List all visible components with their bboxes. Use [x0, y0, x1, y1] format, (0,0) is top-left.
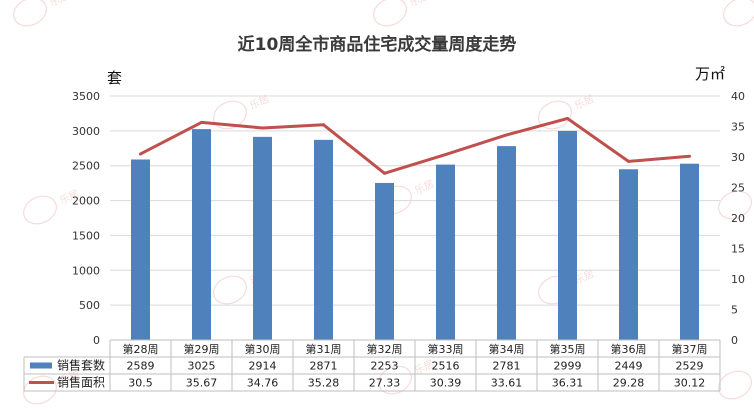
watermark-logo: 乐居	[718, 183, 754, 220]
data-label: 30.5	[128, 377, 153, 390]
category-label: 第36周	[611, 342, 647, 356]
line-point	[505, 133, 508, 137]
left-axis-tick-label: 3500	[72, 90, 100, 103]
data-label: 2781	[493, 360, 521, 373]
watermark-logo: 乐居	[373, 0, 431, 27]
data-label: 35.67	[186, 377, 218, 390]
watermark-logo: 乐居	[378, 358, 436, 395]
bar	[680, 163, 699, 340]
legend-swatch-bar	[30, 362, 52, 369]
category-label: 第30周	[245, 342, 281, 356]
data-label: 2253	[371, 360, 399, 373]
chart-title: 近10周全市商品住宅成交量周度走势	[237, 35, 517, 55]
category-label: 第37周	[672, 342, 708, 356]
data-label: 27.33	[369, 377, 401, 390]
data-label: 2449	[615, 360, 643, 373]
left-axis-unit: 套	[107, 69, 123, 87]
data-label: 2871	[310, 360, 338, 373]
data-label: 35.28	[308, 377, 340, 390]
category-label: 第34周	[489, 342, 525, 356]
right-axis-unit: 万㎡	[695, 65, 726, 83]
bar	[619, 169, 638, 340]
right-axis-tick-label: 0	[731, 334, 738, 347]
right-axis-tick-label: 25	[731, 182, 745, 195]
line-point	[627, 159, 630, 163]
data-label: 3025	[188, 360, 216, 373]
line-point	[200, 120, 203, 124]
category-label: 第29周	[184, 342, 220, 356]
left-axis-tick-label: 1500	[72, 229, 100, 242]
right-axis-tick-label: 20	[731, 212, 745, 225]
left-axis-tick-label: 3000	[72, 125, 100, 138]
data-label: 29.28	[613, 377, 645, 390]
category-label: 第33周	[428, 342, 464, 356]
data-label: 2516	[432, 360, 460, 373]
category-label: 第32周	[367, 342, 403, 356]
legend-label: 销售套数	[57, 358, 105, 373]
bar	[436, 164, 455, 340]
data-label: 36.31	[552, 377, 584, 390]
bar	[314, 139, 333, 340]
watermark-logo: 乐居	[13, 0, 71, 27]
line-point	[322, 123, 325, 127]
data-label: 30.39	[430, 377, 462, 390]
svg-text:乐居: 乐居	[753, 363, 754, 382]
bar	[375, 182, 394, 340]
line-point	[688, 154, 691, 158]
data-label: 2589	[127, 360, 155, 373]
legend-label: 销售面积	[57, 375, 105, 390]
right-axis-tick-label: 10	[731, 273, 745, 286]
data-label: 33.61	[491, 377, 523, 390]
right-axis-tick-label: 35	[731, 121, 745, 134]
right-axis-tick-label: 30	[731, 151, 745, 164]
svg-text:乐居: 乐居	[413, 178, 436, 197]
bar	[131, 159, 150, 340]
line-point	[261, 126, 264, 130]
left-axis-tick-label: 0	[93, 334, 100, 347]
watermark-logo: 乐居	[538, 93, 596, 130]
line-point	[566, 117, 569, 121]
left-axis-tick-label: 2500	[72, 160, 100, 173]
right-axis-tick-label: 5	[731, 304, 738, 317]
line-point	[383, 171, 386, 175]
category-label: 第28周	[123, 342, 159, 356]
data-label: 2529	[676, 360, 704, 373]
data-label: 30.12	[674, 377, 706, 390]
svg-text:乐居: 乐居	[408, 0, 431, 9]
bar	[558, 130, 577, 340]
left-axis-tick-label: 2000	[72, 195, 100, 208]
line-point	[139, 152, 142, 156]
data-label: 2999	[554, 360, 582, 373]
data-label: 34.76	[247, 377, 279, 390]
watermark-logo: 乐居	[723, 0, 754, 27]
bar	[497, 146, 516, 340]
line-point	[444, 153, 447, 157]
bar	[253, 136, 272, 340]
right-axis-tick-label: 40	[731, 90, 745, 103]
data-label: 2914	[249, 360, 277, 373]
left-axis-tick-label: 500	[79, 299, 100, 312]
right-axis-tick-label: 15	[731, 243, 745, 256]
svg-text:乐居: 乐居	[753, 183, 754, 202]
category-label: 第35周	[550, 342, 586, 356]
left-axis-tick-label: 1000	[72, 264, 100, 277]
watermark-logo: 乐居	[718, 363, 754, 400]
category-label: 第31周	[306, 342, 342, 356]
bar	[192, 129, 211, 340]
area-line	[139, 117, 690, 175]
svg-text:乐居: 乐居	[48, 0, 71, 9]
